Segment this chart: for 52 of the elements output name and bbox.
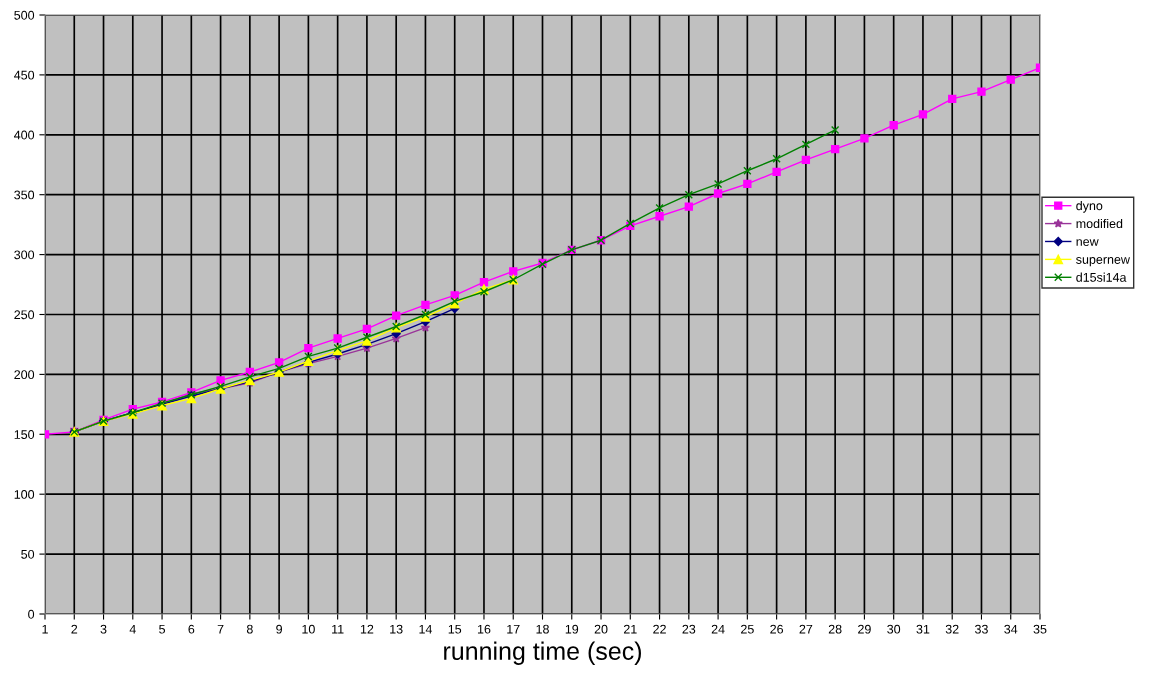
x-tick-label: 24 xyxy=(711,624,725,634)
legend-label: new xyxy=(1076,239,1099,246)
x-tick-label: 26 xyxy=(770,624,784,634)
y-tick-label: 350 xyxy=(14,190,35,200)
y-tick-label: 100 xyxy=(14,490,35,499)
y-tick-label: 300 xyxy=(14,250,35,260)
x-tick-label: 22 xyxy=(653,624,666,634)
x-tick-label: 14 xyxy=(419,624,433,634)
x-tick-label: 8 xyxy=(246,624,253,634)
x-tick-label: 5 xyxy=(159,624,166,634)
x-tick-label: 13 xyxy=(390,624,403,634)
x-tick-label: 29 xyxy=(858,624,871,634)
x-tick-label: 10 xyxy=(302,624,315,634)
x-tick-label: 28 xyxy=(828,624,842,634)
x-tick-label: 32 xyxy=(945,624,959,634)
x-tick-label: 12 xyxy=(360,624,374,634)
x-tick-label: 34 xyxy=(1004,624,1018,634)
x-tick-label: 19 xyxy=(565,624,579,634)
x-tick-label: 15 xyxy=(448,624,462,634)
x-axis-title: running time (sec) xyxy=(444,641,641,665)
x-tick-label: 23 xyxy=(682,624,696,634)
y-tick-label: 150 xyxy=(14,430,35,439)
x-tick-label: 35 xyxy=(1033,624,1047,634)
x-tick-label: 16 xyxy=(477,624,491,634)
y-tick-label: 450 xyxy=(14,70,35,80)
x-tick-label: 7 xyxy=(217,624,224,634)
x-tick-label: 18 xyxy=(536,624,549,634)
y-tick-label: 400 xyxy=(14,130,35,140)
x-tick-label: 3 xyxy=(100,624,107,634)
x-tick-label: 1 xyxy=(42,624,48,634)
x-tick-label: 20 xyxy=(594,624,608,634)
x-tick-label: 31 xyxy=(916,624,930,634)
x-tick-label: 33 xyxy=(975,624,988,634)
y-tick-label: 50 xyxy=(21,549,35,559)
y-tick-label: 500 xyxy=(14,10,35,20)
y-tick-label: 0 xyxy=(28,609,35,619)
legend-label: modified xyxy=(1076,218,1123,229)
x-tick-label: 2 xyxy=(71,624,78,634)
x-tick-label: 21 xyxy=(623,624,637,634)
x-tick-label: 25 xyxy=(741,624,754,634)
x-tick-label: 11 xyxy=(332,624,344,634)
y-tick-label: 200 xyxy=(14,370,35,380)
x-tick-label: 4 xyxy=(129,624,136,634)
legend-label: dyno xyxy=(1076,200,1103,213)
legend-label: d15si14a xyxy=(1076,272,1127,282)
x-tick-label: 6 xyxy=(188,624,195,634)
y-tick-label: 250 xyxy=(14,310,35,320)
x-tick-label: 17 xyxy=(507,624,520,634)
x-tick-label: 27 xyxy=(799,624,813,634)
x-tick-label: 9 xyxy=(276,624,282,634)
x-tick-label: 30 xyxy=(887,624,901,634)
legend-label: supernew xyxy=(1076,257,1130,267)
